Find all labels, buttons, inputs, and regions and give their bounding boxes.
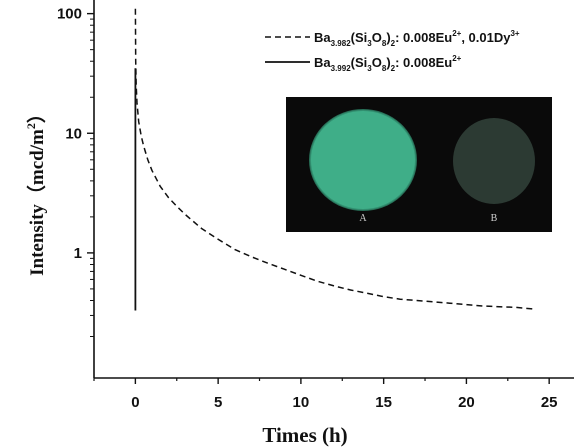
tick-group: 0 5 10 15 20 25 1 10 100 <box>57 6 558 411</box>
legend-entry-1-part: 8 <box>382 39 387 48</box>
legend-entry-2-part: 3 <box>367 64 372 73</box>
legend-entry-2-part: O <box>372 55 382 70</box>
legend-entry-2-part: 3.992 <box>331 64 352 73</box>
x-tick-label-15: 15 <box>375 394 392 411</box>
x-axis-title: Times (h) <box>262 423 347 447</box>
x-tick-label-10: 10 <box>293 394 310 411</box>
legend-entry-2-part: 8 <box>382 64 387 73</box>
y-axis-title-superscript: 2 <box>24 123 38 129</box>
sample-b-disc <box>453 118 535 204</box>
legend-entry-2: Ba3.992(Si3O8)2: 0.008Eu2+ <box>314 54 462 73</box>
legend-entry-1-part: 3.982 <box>331 39 352 48</box>
legend-entry-1-part: : 0.008Eu <box>395 30 452 45</box>
series-layer <box>134 8 533 311</box>
legend-entry-1-part: O <box>372 30 382 45</box>
inset-label-b: B <box>491 213 498 224</box>
legend-entry-1-part: 3 <box>367 39 372 48</box>
y-axis-title-main: Intensity（mcd/m <box>25 129 48 276</box>
legend-entry-2-part: Ba <box>314 55 331 70</box>
y-tick-label-10: 10 <box>65 125 82 142</box>
x-tick-label-25: 25 <box>541 394 558 411</box>
x-tick-label-5: 5 <box>214 394 222 411</box>
inset-label-a: A <box>359 213 367 224</box>
legend-entry-1-part: 2 <box>391 39 396 48</box>
legend-entry-1-part: ) <box>386 30 390 45</box>
sample-a-disc <box>310 110 416 210</box>
legend-entry-2-part: 2+ <box>452 54 461 63</box>
sample-a-glow <box>309 109 417 211</box>
inset-photo: A B <box>286 97 552 232</box>
legend-entry-1-part: (Si <box>351 30 368 45</box>
y-tick-label-1: 1 <box>74 245 82 262</box>
y-axis-title-close: ） <box>25 104 48 123</box>
y-axis-title: Intensity（mcd/m2） <box>24 104 48 276</box>
legend-entry-1-part: Ba <box>314 30 331 45</box>
legend-entry-2-part: (Si <box>351 55 368 70</box>
legend-entry-2-part: 2 <box>391 64 396 73</box>
x-tick-label-20: 20 <box>458 394 475 411</box>
legend-entry-1-part: 3+ <box>510 29 519 38</box>
series-1-line <box>134 8 533 310</box>
legend-entry-2-part: : 0.008Eu <box>395 55 452 70</box>
legend-entry-2-part: ) <box>386 55 390 70</box>
legend: Ba3.982(Si3O8)2: 0.008Eu2+, 0.01Dy3+Ba3.… <box>265 29 520 73</box>
x-tick-label-0: 0 <box>131 394 139 411</box>
y-tick-label-100: 100 <box>57 6 82 23</box>
legend-entry-1: Ba3.982(Si3O8)2: 0.008Eu2+, 0.01Dy3+ <box>314 29 520 48</box>
legend-entry-1-part: , 0.01Dy <box>461 30 511 45</box>
legend-entry-1-part: 2+ <box>452 29 461 38</box>
